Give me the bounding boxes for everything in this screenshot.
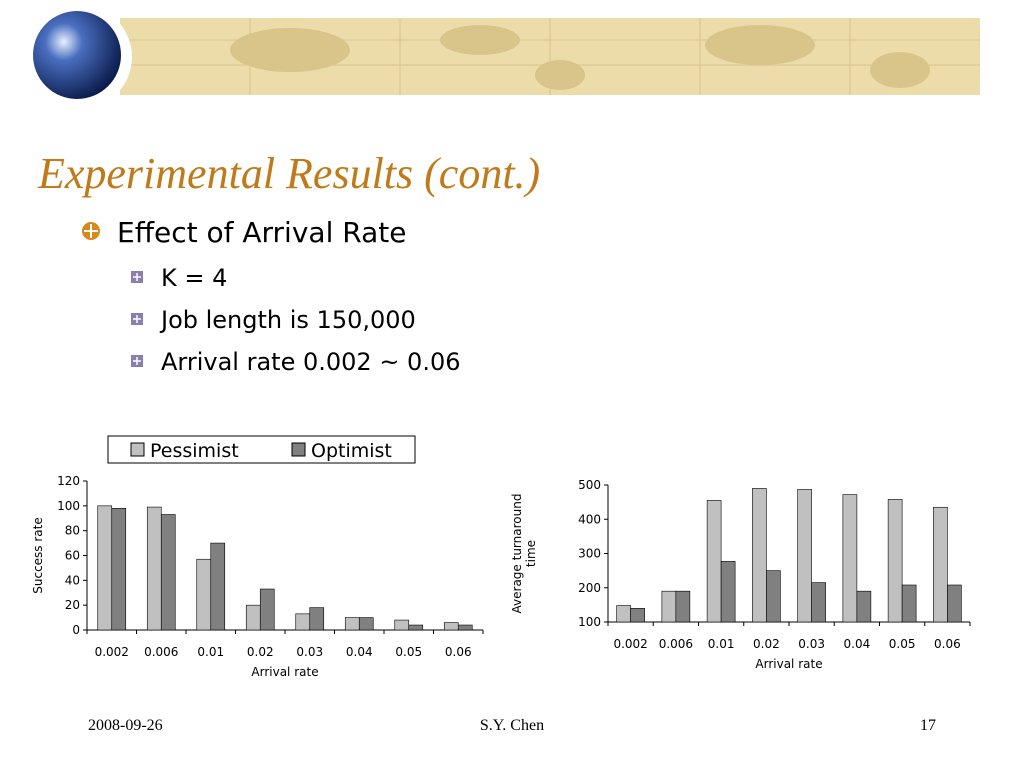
x-tick-label: 0.06 xyxy=(445,645,472,659)
bar xyxy=(358,617,374,631)
legend-box xyxy=(107,435,416,464)
x-tick-label: 0.03 xyxy=(798,637,825,651)
bar xyxy=(797,489,812,623)
y-axis-title: Average turnaround xyxy=(510,494,524,614)
sub-bullet-icon-cross xyxy=(133,315,141,323)
legend-label: Optimist xyxy=(311,440,392,462)
bar xyxy=(394,619,410,631)
bullet-text: Effect of Arrival Rate xyxy=(117,216,406,249)
x-tick-label: 0.01 xyxy=(708,637,735,651)
bar xyxy=(887,499,903,623)
footer-author: S.Y. Chen xyxy=(480,717,544,734)
sub-bullet-icon-cross xyxy=(133,357,141,365)
y-tick-label: 500 xyxy=(578,478,601,492)
bar xyxy=(661,590,677,623)
y-tick-label: 40 xyxy=(65,573,80,587)
bar xyxy=(616,605,631,623)
banner-map xyxy=(230,25,930,90)
bar xyxy=(309,607,325,631)
sub-bullet-text: Arrival rate 0.002 ~ 0.06 xyxy=(161,348,461,376)
bar xyxy=(408,624,424,631)
x-tick-label: 0.04 xyxy=(844,637,871,651)
bar xyxy=(766,570,781,623)
footer-date: 2008-09-26 xyxy=(88,717,163,734)
bar xyxy=(196,558,212,631)
sub-bullet-icon-cross xyxy=(133,273,141,281)
y-tick-label: 0 xyxy=(72,623,80,637)
bar xyxy=(752,488,767,623)
bar xyxy=(842,494,858,623)
bar xyxy=(111,508,127,631)
x-tick-label: 0.02 xyxy=(247,645,274,659)
footer-page: 17 xyxy=(920,717,936,734)
sub-bullet-text: K = 4 xyxy=(161,264,227,292)
bar xyxy=(344,617,360,631)
bar xyxy=(457,624,473,631)
bar xyxy=(720,561,736,623)
y-tick-label: 100 xyxy=(57,499,80,513)
bar xyxy=(146,506,162,631)
bar xyxy=(295,613,311,631)
bar xyxy=(160,514,176,631)
bar xyxy=(811,582,826,623)
sub-bullet-text: Job length is 150,000 xyxy=(159,306,416,334)
bar xyxy=(706,500,722,623)
x-tick-label: 0.01 xyxy=(197,645,224,659)
bar xyxy=(901,584,917,623)
bar xyxy=(947,584,962,623)
legend-swatch xyxy=(291,442,306,457)
bar xyxy=(210,542,226,631)
x-axis-title: Arrival rate xyxy=(755,657,822,671)
bar xyxy=(856,590,872,623)
bar xyxy=(97,505,113,631)
x-tick-label: 0.05 xyxy=(889,637,916,651)
x-tick-label: 0.06 xyxy=(934,637,961,651)
x-tick-label: 0.002 xyxy=(613,637,647,651)
x-tick-label: 0.006 xyxy=(659,637,693,651)
bar xyxy=(630,607,645,623)
bar xyxy=(933,506,948,623)
bullet-icon-cross xyxy=(84,224,98,238)
x-tick-label: 0.04 xyxy=(346,645,373,659)
globe xyxy=(33,11,121,99)
bar xyxy=(259,588,275,631)
y-tick-label: 20 xyxy=(65,598,80,612)
x-tick-label: 0.002 xyxy=(95,645,129,659)
legend-label: Pessimist xyxy=(150,440,239,462)
y-tick-label: 400 xyxy=(578,512,601,526)
y-tick-label: 60 xyxy=(65,549,80,563)
x-tick-label: 0.05 xyxy=(395,645,422,659)
y-axis-title: Success rate xyxy=(31,517,45,594)
x-tick-label: 0.02 xyxy=(753,637,780,651)
y-tick-label: 100 xyxy=(578,615,601,629)
y-tick-label: 200 xyxy=(578,581,601,595)
y-tick-label: 120 xyxy=(57,474,80,488)
bar xyxy=(245,604,261,631)
y-tick-label: 80 xyxy=(65,524,80,538)
bar xyxy=(443,622,459,631)
x-tick-label: 0.006 xyxy=(144,645,178,659)
slide-title: Experimental Results (cont.) xyxy=(37,149,540,198)
bar xyxy=(675,590,691,623)
y-axis-title: time xyxy=(524,540,538,567)
x-tick-label: 0.03 xyxy=(296,645,323,659)
x-axis-title: Arrival rate xyxy=(251,665,318,679)
y-tick-label: 300 xyxy=(578,547,601,561)
legend-swatch xyxy=(130,442,145,457)
